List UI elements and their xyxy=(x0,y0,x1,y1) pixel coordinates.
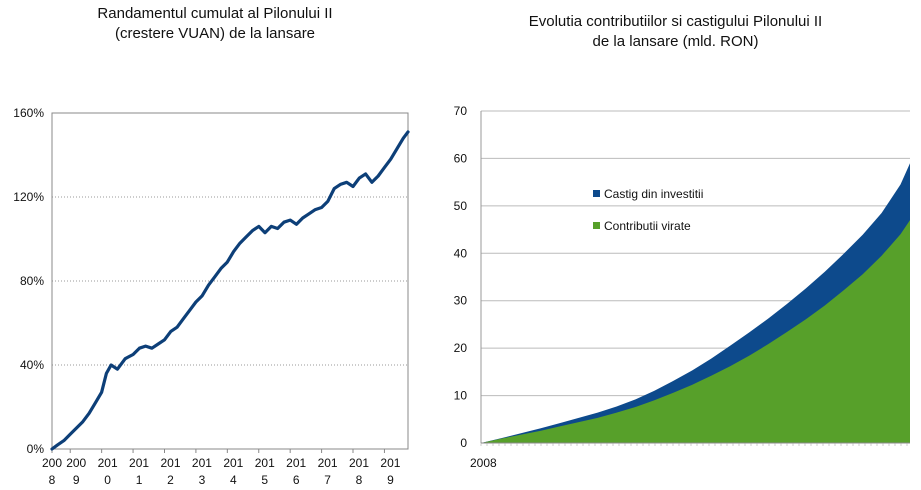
y-tick-label: 30 xyxy=(454,294,468,308)
x-tick-label: 201 xyxy=(380,456,400,470)
y-tick-label: 0 xyxy=(460,436,467,450)
cumulative-return-line xyxy=(50,130,410,451)
plot-area-border xyxy=(51,112,409,450)
x-tick-label: 201 xyxy=(192,456,212,470)
x-tick-label: 8 xyxy=(49,473,56,487)
y-tick-label: 50 xyxy=(454,199,468,213)
y-tick-label: 60 xyxy=(454,151,468,165)
right-chart-svg: 0 10 20 30 40 50 60 70 2008 Castig din investitii… xyxy=(454,104,910,470)
right-chart-title: Evolutia contributiilor si castigului Pi… xyxy=(528,13,823,30)
cumulative-return-chart: Randamentul cumulat al Pilonului II (cre… xyxy=(0,0,430,490)
x-tick-label: 201 xyxy=(286,456,306,470)
x-tick-label: 201 xyxy=(223,456,243,470)
y-tick-label: 160% xyxy=(13,106,44,120)
x-tick-label: 7 xyxy=(324,473,331,487)
x-tick-label: 9 xyxy=(387,473,394,487)
x-tick-label: 5 xyxy=(261,473,268,487)
y-tick-label: 70 xyxy=(454,104,468,118)
x-tick-label: 201 xyxy=(255,456,275,470)
y-tick-label: 10 xyxy=(454,389,468,403)
x-tick-label: 201 xyxy=(160,456,180,470)
y-tick-label: 0% xyxy=(27,442,45,456)
x-tick-label: 201 xyxy=(98,456,118,470)
legend-label-contributions: Contributii virate xyxy=(604,219,691,233)
x-tick-label: 201 xyxy=(349,456,369,470)
x-tick-label: 8 xyxy=(356,473,363,487)
x-tick-label: 9 xyxy=(73,473,80,487)
x-tick-label: 3 xyxy=(199,473,206,487)
x-tick-label: 201 xyxy=(129,456,149,470)
legend-swatch-contributions xyxy=(593,222,600,229)
left-chart-svg: 0% 40% 80% 120% 160% 200 8 200 9 201 0 201 1 201 2 201 3… xyxy=(13,106,410,487)
x-tick-label: 2008 xyxy=(470,456,497,470)
x-tick-label: 6 xyxy=(293,473,300,487)
y-tick-label: 40 xyxy=(454,246,468,260)
x-tick-label: 2 xyxy=(167,473,174,487)
x-tick-label: 200 xyxy=(66,456,86,470)
x-tick-label: 4 xyxy=(230,473,237,487)
x-tick-label: 0 xyxy=(104,473,111,487)
y-tick-label: 40% xyxy=(20,358,44,372)
x-tick-label: 201 xyxy=(318,456,338,470)
legend-label-earnings: Castig din investitii xyxy=(604,187,703,201)
x-tick-label: 1 xyxy=(136,473,143,487)
left-chart-title: Randamentul cumulat al Pilonului II xyxy=(97,5,333,22)
y-tick-label: 20 xyxy=(454,341,468,355)
right-chart-subtitle: de la lansare (mld. RON) xyxy=(592,33,759,50)
legend-swatch-earnings xyxy=(593,190,600,197)
x-tick-label: 200 xyxy=(42,456,62,470)
y-tick-label: 120% xyxy=(13,190,44,204)
contributions-area xyxy=(481,220,910,443)
y-tick-label: 80% xyxy=(20,274,44,288)
left-chart-subtitle: (crestere VUAN) de la lansare xyxy=(114,25,316,42)
contributions-earnings-chart: Evolutia contributiilor si castigului Pi… xyxy=(430,0,921,490)
